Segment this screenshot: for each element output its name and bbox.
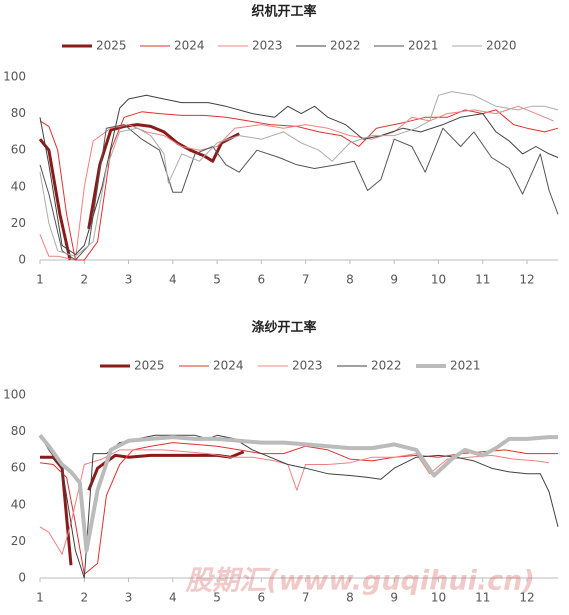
legend-label: 2024 (174, 39, 205, 53)
y-tick-label: 60 (11, 143, 26, 157)
x-tick-label: 1 (36, 591, 44, 605)
x-tick-label: 9 (390, 591, 398, 605)
legend-label: 2025 (96, 39, 127, 53)
y-tick-label: 100 (3, 388, 26, 402)
x-tick-label: 10 (431, 591, 446, 605)
x-tick-label: 11 (475, 591, 490, 605)
x-tick-label: 9 (390, 273, 398, 287)
watermark: 股期汇(www.guqihui.cn) (184, 566, 534, 597)
y-tick-label: 60 (11, 461, 26, 475)
chart-title: 织机开工率 (251, 4, 316, 20)
legend-label: 2023 (252, 39, 283, 53)
legend-label: 2022 (371, 359, 402, 373)
legend-label: 2023 (292, 359, 323, 373)
x-tick-label: 1 (36, 273, 44, 287)
y-tick-label: 0 (18, 571, 26, 585)
legend-label: 2021 (450, 359, 481, 373)
x-tick-label: 12 (519, 273, 534, 287)
x-tick-label: 10 (431, 273, 446, 287)
x-tick-label: 4 (169, 591, 177, 605)
x-tick-label: 8 (346, 591, 354, 605)
x-tick-label: 5 (213, 273, 221, 287)
x-tick-label: 2 (80, 591, 88, 605)
series-line (39, 91, 559, 257)
y-tick-label: 40 (11, 497, 26, 511)
y-tick-label: 40 (11, 179, 26, 193)
series-line (38, 123, 240, 261)
legend-label: 2022 (330, 39, 361, 53)
series-line (39, 109, 559, 261)
y-tick-label: 0 (18, 253, 26, 267)
x-tick-label: 12 (519, 591, 534, 605)
x-tick-label: 2 (80, 273, 88, 287)
x-tick-label: 4 (169, 273, 177, 287)
x-tick-label: 11 (475, 273, 490, 287)
y-tick-label: 20 (11, 216, 26, 230)
y-tick-label: 80 (11, 106, 26, 120)
x-tick-label: 6 (258, 591, 266, 605)
x-tick-label: 7 (302, 273, 310, 287)
legend-label: 2025 (134, 359, 165, 373)
series-line (38, 434, 558, 553)
x-tick-label: 3 (125, 591, 133, 605)
legend-label: 2024 (213, 359, 244, 373)
x-tick-label: 7 (302, 591, 310, 605)
series-line (39, 105, 554, 261)
x-tick-label: 5 (213, 591, 221, 605)
y-tick-label: 80 (11, 424, 26, 438)
x-tick-label: 3 (125, 273, 133, 287)
y-tick-label: 20 (11, 534, 26, 548)
series-line (40, 450, 245, 566)
legend-label: 2021 (408, 39, 439, 53)
series-line (39, 124, 559, 261)
x-tick-label: 6 (258, 273, 266, 287)
y-tick-label: 100 (3, 70, 26, 84)
chart-title: 涤纱开工率 (251, 320, 316, 336)
series-line (39, 442, 558, 575)
legend-label: 2020 (486, 39, 517, 53)
series-line (39, 434, 559, 579)
series-line (39, 94, 559, 255)
x-tick-label: 8 (346, 273, 354, 287)
